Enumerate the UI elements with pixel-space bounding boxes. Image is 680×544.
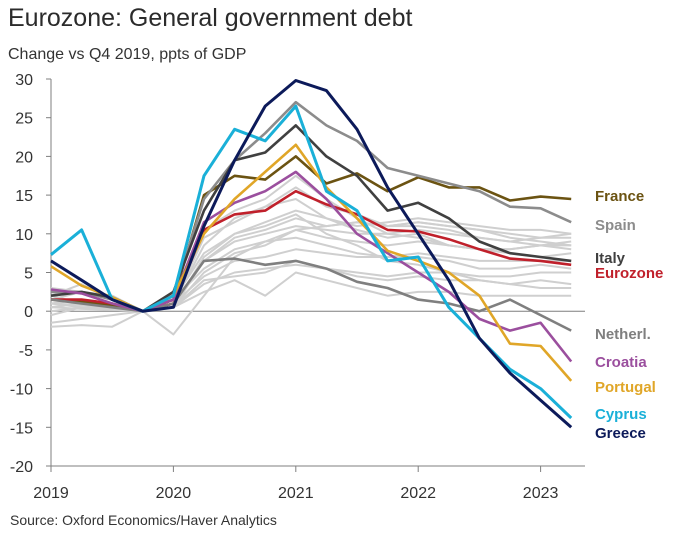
- series-label: Italy: [595, 250, 626, 267]
- y-tick-label: 20: [15, 149, 33, 166]
- x-tick-label: 2023: [523, 485, 559, 502]
- y-tick-label: 10: [15, 227, 33, 244]
- y-tick-label: 15: [15, 188, 33, 205]
- x-tick-label: 2021: [278, 485, 314, 502]
- chart-source: Source: Oxford Economics/Haver Analytics: [10, 512, 277, 528]
- y-tick-label: 5: [24, 266, 33, 283]
- y-tick-label: 30: [15, 72, 33, 89]
- y-tick-label: -15: [10, 420, 33, 437]
- y-tick-label: -5: [19, 343, 33, 360]
- chart-title: Eurozone: General government debt: [8, 4, 413, 32]
- series-line: [50, 143, 573, 382]
- y-tick-label: -10: [10, 382, 33, 399]
- x-tick-label: 2022: [400, 485, 436, 502]
- series-line: [50, 104, 573, 420]
- series-label: Cyprus: [595, 406, 647, 423]
- series-label: Croatia: [595, 354, 647, 371]
- series-label: Spain: [595, 217, 636, 234]
- y-tick-label: 0: [24, 304, 33, 321]
- background-series-line: [50, 248, 572, 324]
- line-chart: -20 -15 -10 -5 0 5 10 15 20 25 30 2019 2020 2021 2022 2…: [10, 72, 663, 502]
- series-label: Portugal: [595, 379, 656, 396]
- series-label: Netherl.: [595, 326, 651, 343]
- series-line: [50, 124, 572, 313]
- series-label: Eurozone: [595, 265, 663, 282]
- series-line: [50, 79, 573, 429]
- background-series-line: [50, 198, 572, 317]
- y-tick-label: -20: [10, 459, 33, 476]
- x-tick-label: 2019: [33, 485, 69, 502]
- series-label: France: [595, 188, 644, 205]
- series-line: [51, 100, 572, 313]
- chart-subtitle: Change vs Q4 2019, ppts of GDP: [8, 46, 247, 63]
- series-label: Greece: [595, 425, 646, 442]
- y-tick-label: 25: [15, 111, 33, 128]
- x-tick-label: 2020: [156, 485, 192, 502]
